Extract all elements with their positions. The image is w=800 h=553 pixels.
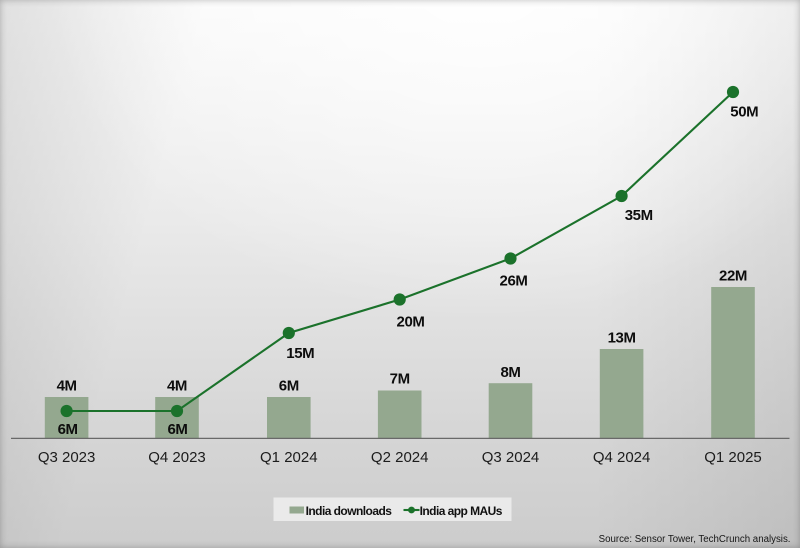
svg-text:4M: 4M <box>167 378 187 395</box>
svg-text:13M: 13M <box>608 330 636 347</box>
svg-text:6M: 6M <box>279 378 299 395</box>
svg-text:Q1 2025: Q1 2025 <box>704 449 762 466</box>
svg-text:4M: 4M <box>57 378 77 395</box>
svg-text:6M: 6M <box>58 421 78 438</box>
svg-text:35M: 35M <box>625 207 653 224</box>
svg-text:50M: 50M <box>730 103 758 120</box>
svg-text:Source: Sensor Tower, TechCrun: Source: Sensor Tower, TechCrunch analysi… <box>599 534 791 545</box>
svg-text:6M: 6M <box>167 421 187 438</box>
svg-text:15M: 15M <box>286 345 314 362</box>
svg-text:26M: 26M <box>500 272 528 289</box>
svg-text:20M: 20M <box>397 314 425 331</box>
svg-text:22M: 22M <box>719 268 747 285</box>
svg-text:Q2 2024: Q2 2024 <box>371 449 429 466</box>
svg-text:7M: 7M <box>390 371 410 388</box>
svg-text:India downloads: India downloads <box>306 504 393 518</box>
svg-text:Q1 2024: Q1 2024 <box>260 449 318 466</box>
svg-text:India app MAUs: India app MAUs <box>420 504 503 518</box>
svg-text:8M: 8M <box>500 364 520 381</box>
svg-text:Q4 2023: Q4 2023 <box>148 449 206 466</box>
svg-text:Q3 2024: Q3 2024 <box>482 449 540 466</box>
svg-text:Q4 2024: Q4 2024 <box>593 449 651 466</box>
svg-text:Q3 2023: Q3 2023 <box>38 449 96 466</box>
